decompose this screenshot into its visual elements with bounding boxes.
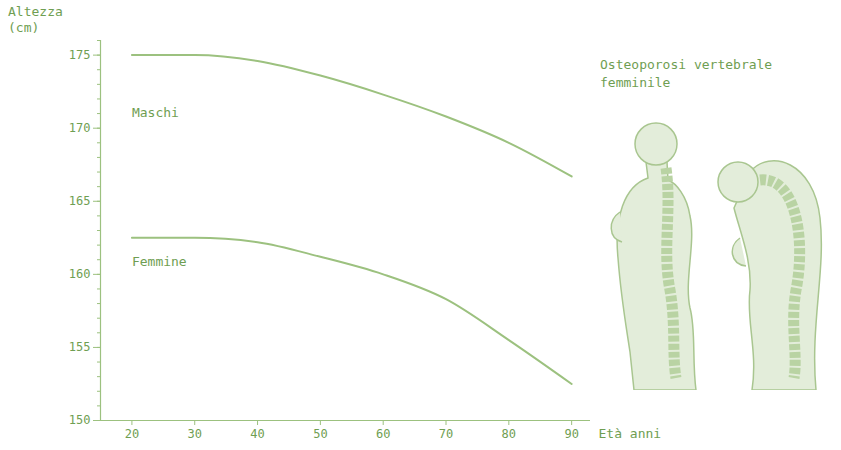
- svg-text:80: 80: [502, 427, 516, 441]
- svg-text:160: 160: [69, 267, 91, 281]
- svg-text:Femmine: Femmine: [132, 254, 187, 269]
- svg-text:Maschi: Maschi: [132, 105, 179, 120]
- svg-text:165: 165: [69, 194, 91, 208]
- svg-text:20: 20: [125, 427, 139, 441]
- svg-text:70: 70: [439, 427, 453, 441]
- html-text:Altezza (cm): Altezza (cm): [8, 4, 63, 35]
- html-text:Osteoporosi vertebrale femmini: Osteoporosi vertebrale femminile: [600, 57, 773, 90]
- svg-text:50: 50: [313, 427, 327, 441]
- svg-text:175: 175: [69, 48, 91, 62]
- svg-text:170: 170: [69, 121, 91, 135]
- svg-text:90: 90: [564, 427, 578, 441]
- svg-text:30: 30: [188, 427, 202, 441]
- svg-text:60: 60: [376, 427, 390, 441]
- svg-text:40: 40: [250, 427, 264, 441]
- svg-text:Età anni: Età anni: [599, 426, 662, 441]
- svg-text:155: 155: [69, 340, 91, 354]
- svg-text:150: 150: [69, 413, 91, 427]
